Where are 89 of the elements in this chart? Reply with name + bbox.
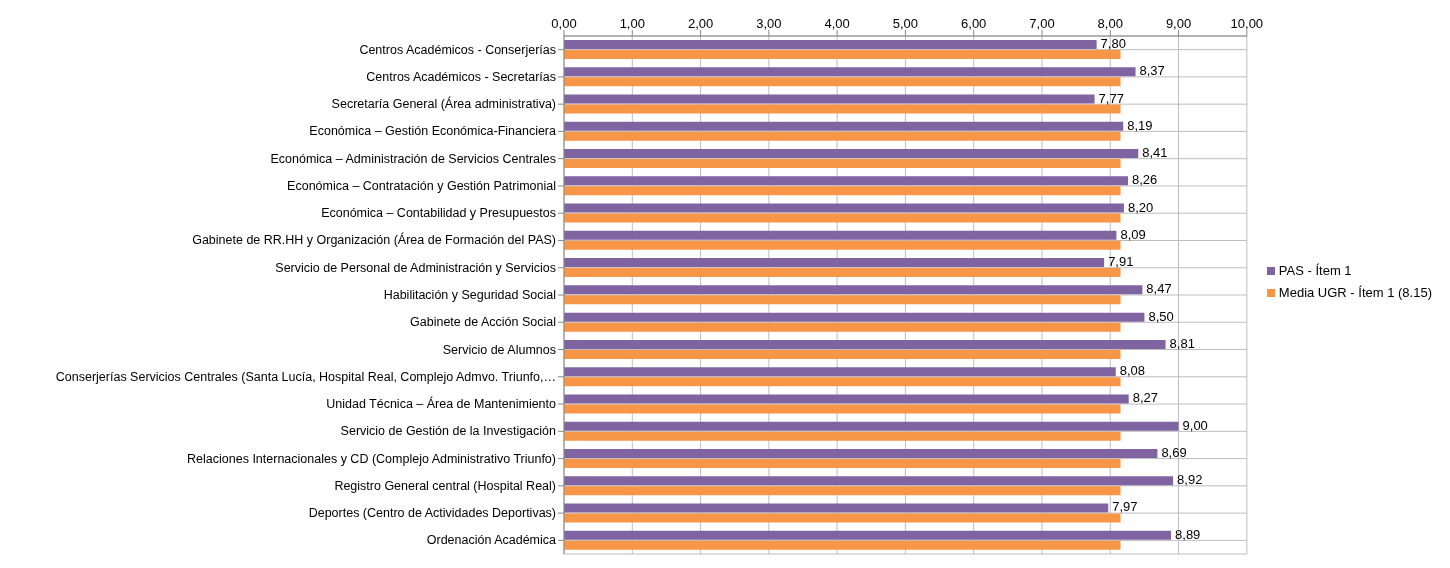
bar xyxy=(564,203,1124,213)
x-tick-label: 5,00 xyxy=(892,16,919,31)
y-tick-label: Centros Académicos - Conserjerías xyxy=(359,42,556,57)
bar xyxy=(564,131,1121,141)
y-tick-label: Registro General central (Hospital Real) xyxy=(334,478,556,493)
bar xyxy=(564,448,1158,458)
x-tick-label: 10,00 xyxy=(1230,16,1264,31)
bar xyxy=(564,312,1145,322)
data-label: 8,19 xyxy=(1127,117,1153,133)
data-label: 8,09 xyxy=(1120,226,1146,242)
bar xyxy=(564,240,1121,250)
bar xyxy=(564,67,1136,77)
x-tick-label: 6,00 xyxy=(961,16,987,31)
bar xyxy=(564,431,1121,441)
y-tick-label: Deportes (Centro de Actividades Deportivas) xyxy=(308,506,556,521)
y-tick-label: Servicio de Gestión de la Investigación xyxy=(340,424,557,439)
data-label: 7,97 xyxy=(1112,499,1138,515)
bar xyxy=(564,295,1121,305)
x-tick-label: 4,00 xyxy=(824,16,850,31)
legend-label: Media UGR - Ítem 1 (8.15) xyxy=(1278,284,1432,302)
bar xyxy=(564,322,1121,332)
bar xyxy=(564,159,1121,169)
x-tick-label: 9,00 xyxy=(1165,16,1192,31)
bar xyxy=(564,258,1105,268)
data-label: 8,47 xyxy=(1146,281,1172,297)
y-tick-label: Servicio de Alumnos xyxy=(442,342,556,357)
x-tick-label: 3,00 xyxy=(756,16,782,31)
bar xyxy=(564,94,1095,104)
data-label: 8,50 xyxy=(1148,308,1174,324)
bar xyxy=(564,50,1121,59)
bar xyxy=(564,540,1121,550)
data-label: 8,92 xyxy=(1177,472,1203,488)
bar xyxy=(564,349,1121,359)
x-tick-label: 8,00 xyxy=(1097,16,1123,31)
bar xyxy=(564,230,1117,240)
data-label: 8,69 xyxy=(1161,444,1187,460)
y-tick-label: Relaciones Internacionales y CD (Complejo Administrativo Triunfo) xyxy=(187,451,556,466)
data-label: 8,41 xyxy=(1142,145,1168,161)
y-tick-label: Secretaría General (Área administrativa) xyxy=(331,96,556,112)
y-tick-label: Gabinete de Acción Social xyxy=(410,315,556,330)
y-tick-label: Gabinete de RR.HH y Organización (Área de Formación del PAS) xyxy=(192,232,556,248)
bar xyxy=(564,421,1179,431)
y-tick-label: Centros Académicos - Secretarías xyxy=(366,69,556,84)
bar xyxy=(564,285,1143,295)
data-label: 8,08 xyxy=(1119,363,1146,379)
x-tick-label: 1,00 xyxy=(619,16,645,31)
bar xyxy=(564,513,1121,523)
bar xyxy=(564,503,1109,513)
data-label: 8,37 xyxy=(1139,63,1165,79)
data-label: 7,77 xyxy=(1098,90,1124,106)
y-tick-label: Ordenación Académica xyxy=(426,533,557,548)
data-label: 7,80 xyxy=(1100,36,1126,51)
bar xyxy=(564,176,1129,186)
bar xyxy=(564,339,1166,349)
data-label: 8,89 xyxy=(1175,526,1201,542)
bar xyxy=(564,458,1121,468)
bar xyxy=(564,121,1124,131)
y-tick-label: Servicio de Personal de Administración y Servicios xyxy=(275,260,556,275)
data-label: 7,91 xyxy=(1108,254,1134,270)
bar xyxy=(564,476,1174,486)
y-tick-label: Económica – Administración de Servicios Centrales xyxy=(270,151,556,166)
bar xyxy=(564,486,1121,496)
x-tick-label: 7,00 xyxy=(1029,16,1055,31)
bar xyxy=(564,40,1097,49)
bar xyxy=(564,104,1121,114)
y-tick-label: Económica – Gestión Económica-Financiera xyxy=(309,124,557,139)
data-label: 8,20 xyxy=(1127,199,1154,215)
data-label: 8,27 xyxy=(1132,390,1159,406)
x-tick-label: 2,00 xyxy=(687,16,714,31)
bar xyxy=(564,404,1121,414)
y-tick-label: Conserjerías Servicios Centrales (Santa Lucía, Hospital Real, Complejo Admvo. Triunfo,… xyxy=(55,369,556,384)
y-tick-label: Económica – Contabilidad y Presupuestos xyxy=(321,206,556,221)
bar xyxy=(564,377,1121,387)
x-tick-label: 0,00 xyxy=(551,16,577,31)
legend-label: PAS - Ítem 1 xyxy=(1278,262,1352,280)
bar xyxy=(564,213,1121,223)
bar xyxy=(564,367,1116,377)
bar xyxy=(564,186,1121,196)
y-tick-label: Habilitación y Seguridad Social xyxy=(383,288,556,302)
data-label: 8,81 xyxy=(1169,335,1195,351)
y-tick-label: Unidad Técnica – Área de Mantenimiento xyxy=(326,396,557,412)
bar xyxy=(564,530,1172,540)
data-label: 8,26 xyxy=(1132,172,1158,188)
bar xyxy=(564,268,1121,278)
bar xyxy=(564,77,1121,87)
data-label: 9,00 xyxy=(1182,417,1208,433)
bar xyxy=(564,149,1139,159)
bar xyxy=(564,394,1129,404)
y-tick-label: Económica – Contratación y Gestión Patrimonial xyxy=(287,178,556,193)
